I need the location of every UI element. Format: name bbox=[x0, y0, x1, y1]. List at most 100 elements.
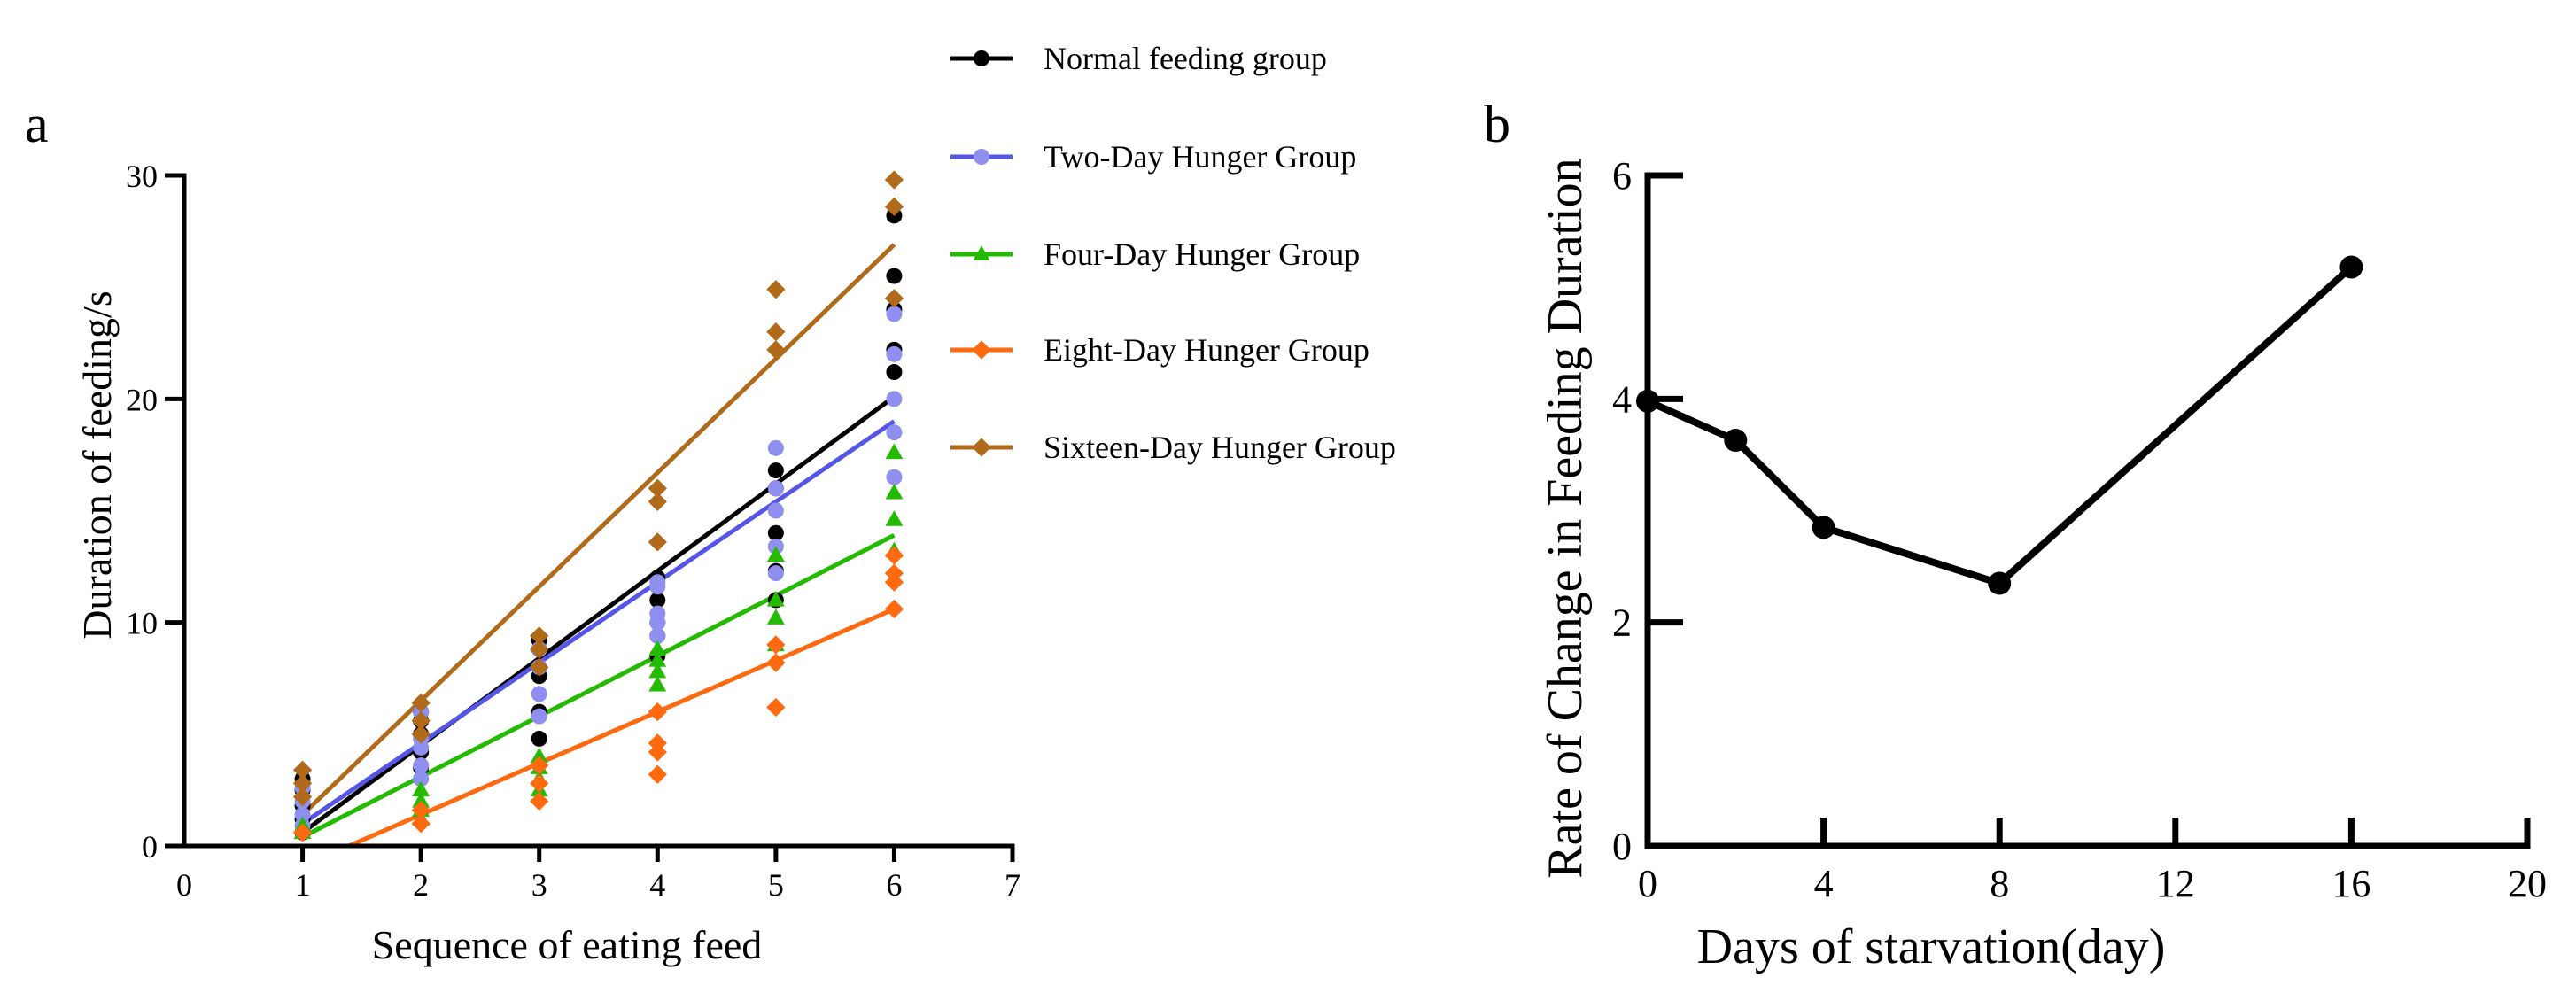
data-point-eight-day-hunger-group bbox=[766, 635, 786, 655]
y-axis-label-b: Rate of Change in Feeding Duration bbox=[1538, 158, 1593, 878]
y-axis-label-a: Duration of feeding/s bbox=[74, 291, 120, 639]
data-point-sixteen-day-hunger-group bbox=[648, 532, 667, 552]
data-point-two-day-hunger-group bbox=[531, 708, 547, 725]
data-point-eight-day-hunger-group bbox=[530, 791, 549, 811]
x-tick-label-b: 4 bbox=[1814, 862, 1834, 905]
data-point-sixteen-day-hunger-group bbox=[648, 478, 667, 498]
y-tick-label-a: 0 bbox=[142, 829, 158, 865]
data-point-sixteen-day-hunger-group bbox=[530, 626, 549, 646]
data-point-four-day-hunger-group bbox=[530, 747, 548, 764]
data-point-eight-day-hunger-group bbox=[292, 823, 313, 842]
data-point-sixteen-day-hunger-group bbox=[884, 197, 904, 216]
data-point-two-day-hunger-group bbox=[886, 424, 903, 441]
y-tick-label-a: 20 bbox=[126, 382, 158, 417]
data-point-four-day-hunger-group bbox=[766, 591, 785, 607]
data-point-two-day-hunger-group bbox=[767, 502, 784, 519]
x-tick-label-b: 8 bbox=[1990, 862, 2009, 905]
x-tick-label-b: 0 bbox=[1638, 862, 1657, 905]
data-point-four-day-hunger-group bbox=[885, 443, 904, 460]
data-point-sixteen-day-hunger-group bbox=[411, 693, 431, 713]
data-point-sixteen-day-hunger-group bbox=[292, 787, 313, 807]
data-point-four-day-hunger-group bbox=[412, 780, 431, 797]
data-point-two-day-hunger-group bbox=[767, 565, 784, 582]
x-axis-label-b: Days of starvation(day) bbox=[1697, 919, 2166, 974]
data-point-normal-feeding-group bbox=[649, 592, 666, 609]
data-point-sixteen-day-hunger-group bbox=[648, 492, 667, 512]
data-point-sixteen-day-hunger-group bbox=[411, 725, 431, 744]
data-point-four-day-hunger-group bbox=[766, 546, 785, 562]
legend-label-four-day-hunger-group: Four-Day Hunger Group bbox=[1044, 237, 1360, 272]
fit-line-eight-day-hunger-group bbox=[347, 607, 896, 849]
data-point-four-day-hunger-group bbox=[648, 640, 667, 656]
data-point-b bbox=[2339, 255, 2363, 279]
y-tick-label-b: 2 bbox=[1612, 601, 1632, 645]
scatter-points bbox=[292, 170, 904, 842]
line-series-b bbox=[1636, 255, 2363, 595]
x-tick-label-b: 12 bbox=[2156, 862, 2195, 905]
x-tick-label-a: 7 bbox=[1005, 867, 1020, 903]
data-point-eight-day-hunger-group bbox=[648, 733, 667, 753]
data-point-two-day-hunger-group bbox=[886, 391, 903, 407]
data-point-b bbox=[1988, 571, 2012, 595]
legend-marker-normal-feeding-group bbox=[974, 50, 989, 66]
data-point-b bbox=[1636, 389, 1659, 413]
data-point-eight-day-hunger-group bbox=[411, 814, 431, 834]
data-point-eight-day-hunger-group bbox=[648, 702, 667, 722]
legend-label-sixteen-day-hunger-group: Sixteen-Day Hunger Group bbox=[1044, 430, 1396, 465]
x-tick-label-a: 4 bbox=[649, 867, 665, 903]
data-point-sixteen-day-hunger-group bbox=[766, 322, 786, 342]
data-point-eight-day-hunger-group bbox=[766, 653, 786, 672]
data-point-eight-day-hunger-group bbox=[884, 599, 904, 619]
data-point-two-day-hunger-group bbox=[767, 439, 784, 456]
data-point-normal-feeding-group bbox=[886, 364, 903, 381]
data-point-sixteen-day-hunger-group bbox=[292, 760, 313, 780]
x-tick-label-a: 2 bbox=[413, 867, 429, 903]
x-tick-label-a: 5 bbox=[768, 867, 784, 903]
data-point-two-day-hunger-group bbox=[886, 306, 903, 322]
legend-marker-four-day-hunger-group bbox=[973, 245, 990, 260]
x-tick-label-a: 0 bbox=[176, 867, 192, 903]
data-point-b bbox=[1812, 516, 1835, 539]
x-axis-label-a: Sequence of eating feed bbox=[372, 922, 763, 967]
panel-letter-b: b bbox=[1484, 95, 1510, 153]
data-point-eight-day-hunger-group bbox=[530, 756, 549, 775]
data-point-two-day-hunger-group bbox=[649, 574, 666, 591]
axes-b: 0 4 8 12 16 20 0 2 4 6 bbox=[1612, 154, 2547, 905]
data-point-two-day-hunger-group bbox=[767, 480, 784, 497]
data-point-eight-day-hunger-group bbox=[530, 773, 549, 793]
axes-a: 0 1 2 3 4 5 6 7 0 10 20 30 bbox=[126, 159, 1020, 903]
y-tick-label-a: 30 bbox=[126, 159, 158, 194]
panel-a: a 0 1 2 3 4 5 6 7 0 10 20 30 Sequence of eating fee… bbox=[25, 41, 1396, 967]
data-point-four-day-hunger-group bbox=[885, 483, 904, 500]
x-tick-label-b: 16 bbox=[2332, 862, 2370, 905]
data-point-two-day-hunger-group bbox=[886, 345, 903, 362]
data-point-four-day-hunger-group bbox=[766, 609, 785, 625]
x-tick-label-a: 3 bbox=[531, 867, 547, 903]
x-tick-label-a: 1 bbox=[295, 867, 311, 903]
data-point-two-day-hunger-group bbox=[886, 469, 903, 485]
data-point-sixteen-day-hunger-group bbox=[766, 280, 786, 299]
data-point-eight-day-hunger-group bbox=[411, 801, 431, 820]
data-point-sixteen-day-hunger-group bbox=[884, 289, 904, 308]
legend: Normal feeding group Two-Day Hunger Group… bbox=[950, 41, 1396, 465]
data-point-b bbox=[1724, 429, 1748, 453]
panel-letter-a: a bbox=[25, 95, 49, 153]
y-tick-label-b: 0 bbox=[1612, 825, 1632, 868]
data-point-two-day-hunger-group bbox=[413, 757, 430, 774]
data-point-four-day-hunger-group bbox=[648, 675, 667, 692]
data-point-eight-day-hunger-group bbox=[884, 563, 904, 583]
fit-line-four-day-hunger-group bbox=[301, 533, 896, 840]
y-tick-label-b: 4 bbox=[1612, 377, 1632, 421]
x-tick-label-b: 20 bbox=[2508, 862, 2547, 905]
y-tick-label-b: 6 bbox=[1612, 154, 1632, 198]
legend-label-normal-feeding-group: Normal feeding group bbox=[1044, 41, 1327, 76]
data-point-normal-feeding-group bbox=[531, 730, 547, 747]
data-point-sixteen-day-hunger-group bbox=[530, 640, 549, 659]
data-point-two-day-hunger-group bbox=[649, 627, 666, 644]
data-point-eight-day-hunger-group bbox=[766, 697, 786, 718]
data-point-normal-feeding-group bbox=[886, 268, 903, 284]
data-point-sixteen-day-hunger-group bbox=[766, 340, 786, 360]
data-point-four-day-hunger-group bbox=[885, 510, 904, 526]
legend-label-two-day-hunger-group: Two-Day Hunger Group bbox=[1044, 139, 1356, 175]
legend-marker-sixteen-day-hunger-group bbox=[972, 438, 991, 457]
